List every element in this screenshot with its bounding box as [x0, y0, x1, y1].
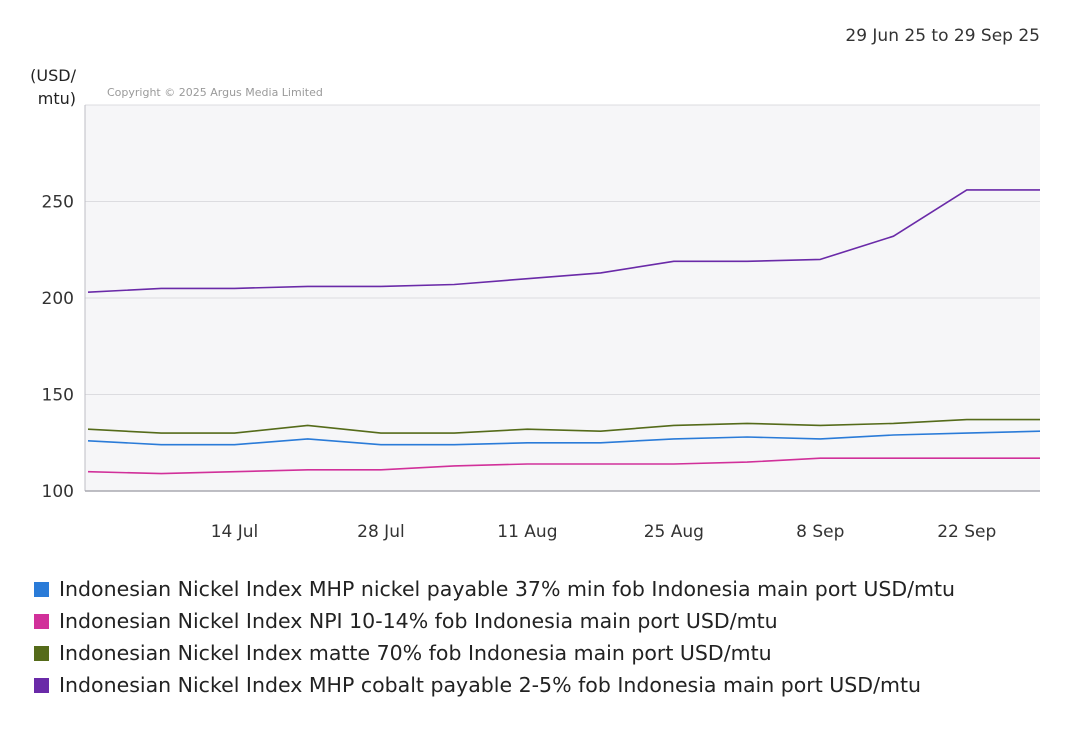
legend-label: Indonesian Nickel Index matte 70% fob In…	[59, 641, 772, 665]
date-range: 29 Jun 25 to 29 Sep 25	[845, 26, 1040, 46]
x-tick-label: 11 Aug	[497, 522, 557, 542]
plot-area: 100 150 200 250 14 Jul 28 Jul 11 Aug 25 Aug 8 Se…	[42, 104, 1041, 542]
y-tick-label: 250	[42, 193, 74, 213]
legend-swatch	[34, 645, 49, 661]
x-tick-label: 14 Jul	[211, 522, 259, 542]
legend-item[interactable]: Indonesian Nickel Index matte 70% fob In…	[34, 637, 1074, 669]
y-tick-label: 100	[42, 482, 74, 502]
legend-swatch	[34, 677, 49, 693]
legend-label: Indonesian Nickel Index MHP cobalt payab…	[59, 673, 921, 697]
series-1	[87, 430, 1041, 446]
series-4	[87, 189, 1040, 293]
legend-swatch	[34, 613, 49, 629]
x-tick-label: 28 Jul	[357, 522, 405, 542]
series-3	[87, 418, 1040, 434]
y-tick-label: 200	[42, 289, 74, 309]
x-tick-label: 22 Sep	[937, 522, 996, 542]
legend-item[interactable]: Indonesian Nickel Index NPI 10-14% fob I…	[34, 605, 1074, 637]
series-line	[87, 418, 1040, 434]
series-2	[87, 457, 1040, 475]
x-tick-label: 8 Sep	[796, 522, 844, 542]
y-axis-label: (USD/ mtu)	[30, 66, 76, 108]
legend-swatch	[34, 581, 49, 597]
legend-label: Indonesian Nickel Index NPI 10-14% fob I…	[59, 609, 778, 633]
x-tick-label: 25 Aug	[644, 522, 704, 542]
y-tick-label: 150	[42, 386, 74, 406]
copyright-notice: Copyright © 2025 Argus Media Limited	[107, 86, 323, 99]
series-line	[87, 457, 1040, 475]
legend: Indonesian Nickel Index MHP nickel payab…	[34, 573, 1074, 701]
legend-item[interactable]: Indonesian Nickel Index MHP cobalt payab…	[34, 669, 1074, 701]
series-line	[87, 430, 1041, 446]
legend-item[interactable]: Indonesian Nickel Index MHP nickel payab…	[34, 573, 1074, 605]
legend-label: Indonesian Nickel Index MHP nickel payab…	[59, 577, 956, 601]
series-line	[87, 189, 1040, 293]
